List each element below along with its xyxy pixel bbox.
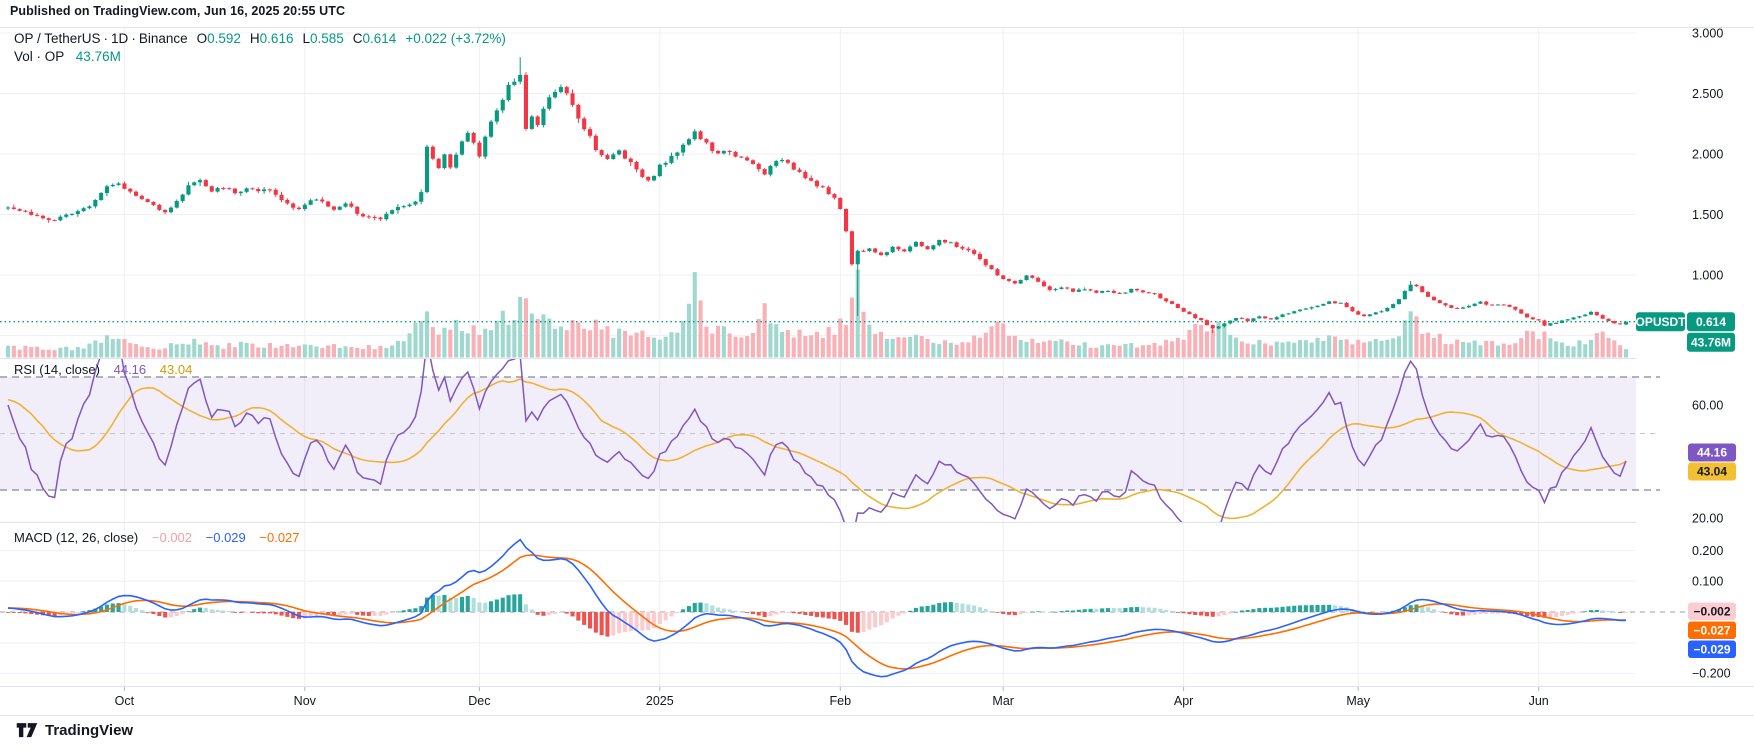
- legend-separator: ·: [103, 31, 109, 46]
- rsi-main-value: 44.16: [113, 361, 147, 377]
- rsi-ma-line: [7, 378, 1627, 520]
- svg-text:Apr: Apr: [1174, 694, 1193, 708]
- svg-text:2025: 2025: [646, 694, 674, 708]
- published-header: Published on TradingView.com, Jun 16, 20…: [10, 4, 346, 18]
- macd-signal-badge: −0.027: [1688, 621, 1736, 639]
- macd-line: [7, 538, 1626, 678]
- macd-title: MACD (12, 26, close): [14, 529, 139, 545]
- legend-separator: ·: [131, 31, 136, 46]
- brand-text: TradingView: [45, 722, 134, 739]
- tradingview-logo-icon: [16, 722, 38, 739]
- time-scale[interactable]: Oct Nov Dec 2025 Feb Mar Apr May Jun: [115, 687, 1549, 708]
- svg-text:44.16: 44.16: [1697, 446, 1727, 460]
- svg-text:1.000: 1.000: [1692, 268, 1723, 282]
- macd-signal-line: [7, 554, 1626, 670]
- volume-value: 43.76M: [75, 48, 121, 64]
- svg-text:43.76M: 43.76M: [1691, 335, 1731, 349]
- rsi-ma-value: 43.04: [159, 361, 193, 377]
- svg-text:−0.027: −0.027: [1693, 623, 1730, 637]
- rsi-line: [7, 358, 1627, 522]
- macd-signal-value: −0.027: [259, 529, 300, 545]
- volume-series: [6, 269, 1628, 358]
- svg-text:Mar: Mar: [992, 694, 1014, 708]
- svg-text:0.200: 0.200: [1692, 544, 1723, 558]
- svg-text:1.500: 1.500: [1692, 208, 1723, 222]
- svg-text:OPUSDT: OPUSDT: [1635, 315, 1686, 329]
- vertical-gridlines: [123, 28, 1540, 686]
- volume-badge: 43.76M: [1687, 332, 1735, 352]
- svg-text:Feb: Feb: [830, 694, 852, 708]
- svg-text:−0.200: −0.200: [1692, 667, 1731, 681]
- macd-line-badge: −0.029: [1688, 640, 1736, 658]
- macd-pane: [0, 538, 1686, 678]
- change-value: +0.022 (+3.72%): [405, 31, 506, 46]
- svg-text:Nov: Nov: [294, 694, 317, 708]
- svg-text:20.00: 20.00: [1692, 512, 1723, 526]
- rsi-legend: RSI (14, close) 44.16 43.04: [14, 362, 192, 377]
- close-value: C0.614: [352, 31, 397, 46]
- tradingview-brand-link[interactable]: TradingView: [16, 722, 133, 739]
- svg-text:2.000: 2.000: [1692, 147, 1723, 161]
- macd-hist-badge: −0.002: [1688, 602, 1736, 620]
- candlestick-series: [6, 57, 1628, 334]
- svg-text:Dec: Dec: [468, 694, 490, 708]
- svg-text:60.00: 60.00: [1692, 399, 1723, 413]
- svg-text:0.614: 0.614: [1696, 315, 1726, 329]
- svg-text:Oct: Oct: [115, 694, 135, 708]
- svg-text:43.04: 43.04: [1697, 465, 1727, 479]
- svg-text:3.000: 3.000: [1692, 26, 1723, 40]
- price-gridlines: [0, 32, 1636, 336]
- macd-legend: MACD (12, 26, close) −0.002 −0.029 −0.02…: [14, 530, 300, 545]
- symbol-badge: OPUSDT: [1635, 312, 1686, 332]
- svg-text:−0.002: −0.002: [1693, 604, 1730, 618]
- macd-histogram: [6, 594, 1628, 637]
- svg-text:Jun: Jun: [1529, 694, 1549, 708]
- price-badge: 0.614: [1687, 312, 1735, 332]
- volume-title: Vol · OP: [14, 48, 65, 64]
- volume-legend: Vol · OP 43.76M: [14, 49, 121, 64]
- macd-hist-value: −0.002: [151, 529, 193, 545]
- rsi-value-badge: 44.16: [1688, 443, 1736, 462]
- interval-label: 1D: [111, 31, 129, 46]
- exchange-label: Binance: [138, 31, 188, 46]
- rsi-pane: [0, 358, 1660, 522]
- svg-text:2.500: 2.500: [1692, 87, 1723, 101]
- macd-line-value: −0.029: [205, 529, 246, 545]
- symbol-legend: OP / TetherUS · 1D · Binance O0.592 H0.616 L0.5…: [14, 31, 506, 46]
- high-value: H0.616: [249, 31, 294, 46]
- low-value: L0.585: [302, 31, 344, 46]
- svg-text:−0.029: −0.029: [1693, 642, 1730, 656]
- rsi-ma-value-badge: 43.04: [1688, 462, 1736, 481]
- open-value: O0.592: [196, 31, 241, 46]
- symbol-name: OP / TetherUS: [14, 31, 101, 46]
- svg-text:May: May: [1346, 694, 1370, 708]
- price-scale[interactable]: 3.000 2.500 2.000 1.500 1.000 60.00 20.00 0.200…: [1692, 26, 1731, 680]
- pane-separators: [0, 27, 1754, 716]
- svg-text:0.100: 0.100: [1692, 575, 1723, 589]
- rsi-title: RSI (14, close): [14, 361, 100, 377]
